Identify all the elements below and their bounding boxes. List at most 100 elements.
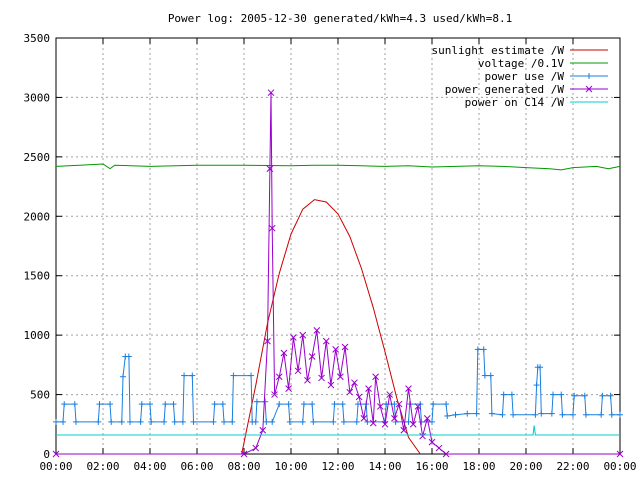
data-point <box>72 418 79 425</box>
data-point <box>330 418 337 425</box>
data-point <box>61 401 68 408</box>
data-point <box>354 401 361 408</box>
data-point <box>429 418 435 425</box>
data-point <box>608 411 615 418</box>
grid-layer <box>56 38 620 454</box>
data-point <box>170 401 177 408</box>
data-point <box>533 382 540 389</box>
data-point <box>189 372 196 379</box>
data-point <box>405 385 412 392</box>
data-point <box>179 418 186 425</box>
data-point <box>391 401 398 408</box>
data-point <box>376 403 384 410</box>
data-point <box>300 401 307 408</box>
data-point <box>266 165 274 173</box>
series-line <box>56 92 620 455</box>
y-tick-label: 500 <box>30 389 50 402</box>
data-point <box>53 418 59 425</box>
x-tick-label: 00:00 <box>39 460 72 473</box>
data-point <box>221 418 228 425</box>
data-point <box>473 410 480 417</box>
x-tick-label: 16:00 <box>415 460 448 473</box>
data-point <box>351 379 358 387</box>
data-point <box>443 401 450 408</box>
data-point <box>264 337 271 345</box>
y-tick-label: 2500 <box>24 151 51 164</box>
x-tick-label: 06:00 <box>180 460 213 473</box>
data-point <box>428 438 436 446</box>
data-point <box>570 411 576 418</box>
data-point <box>309 401 316 408</box>
data-point <box>137 418 144 425</box>
data-point <box>253 398 260 405</box>
x-tick-label: 08:00 <box>227 460 260 473</box>
series-4 <box>56 425 620 436</box>
data-point <box>299 418 306 425</box>
data-point <box>147 401 153 408</box>
data-point <box>229 418 236 425</box>
data-point <box>336 373 344 381</box>
data-point <box>60 418 67 425</box>
data-point <box>341 343 349 351</box>
data-point <box>118 418 125 425</box>
legend-label: power use /W <box>485 70 565 83</box>
data-point <box>313 327 321 334</box>
data-point <box>340 418 347 425</box>
data-point <box>571 392 578 399</box>
data-point <box>599 392 606 399</box>
data-point <box>423 414 431 422</box>
data-point <box>430 401 437 408</box>
data-point <box>318 374 325 382</box>
data-point <box>108 418 115 425</box>
x-tick-label: 04:00 <box>133 460 166 473</box>
data-point <box>171 418 178 425</box>
legend-marker <box>585 85 593 93</box>
data-point <box>71 401 78 408</box>
data-point <box>310 418 317 425</box>
data-point <box>304 376 311 384</box>
data-point <box>119 373 126 380</box>
data-point <box>308 353 316 360</box>
data-point <box>127 418 134 425</box>
data-point <box>548 410 555 417</box>
data-point <box>190 418 197 425</box>
data-point <box>355 393 363 401</box>
data-point <box>162 401 169 408</box>
data-point <box>391 414 398 422</box>
data-point <box>365 385 372 392</box>
data-point <box>481 372 488 379</box>
data-point <box>418 418 425 425</box>
data-point <box>409 420 417 428</box>
y-tick-label: 1500 <box>24 270 51 283</box>
data-point <box>480 346 487 353</box>
series-layer <box>52 89 624 458</box>
data-point <box>499 411 506 418</box>
data-point <box>500 391 507 398</box>
data-point <box>414 403 422 410</box>
data-point <box>285 385 293 392</box>
x-tick-label: 02:00 <box>86 460 119 473</box>
data-point <box>444 412 451 419</box>
series-1 <box>55 163 621 171</box>
data-point <box>248 372 255 379</box>
data-point <box>598 411 605 418</box>
data-point <box>219 401 226 408</box>
data-point <box>559 411 566 418</box>
data-point <box>435 444 443 452</box>
series-2 <box>53 346 623 425</box>
data-point <box>452 411 459 418</box>
data-point <box>210 418 217 425</box>
data-point <box>211 401 218 408</box>
data-point <box>581 392 588 399</box>
data-point <box>538 410 545 417</box>
data-point <box>364 418 371 425</box>
data-point <box>332 346 340 353</box>
legend-label: power generated /W <box>445 83 565 96</box>
data-point <box>400 426 408 434</box>
data-point <box>263 418 270 425</box>
y-tick-label: 2000 <box>24 210 51 223</box>
data-point <box>252 444 260 452</box>
